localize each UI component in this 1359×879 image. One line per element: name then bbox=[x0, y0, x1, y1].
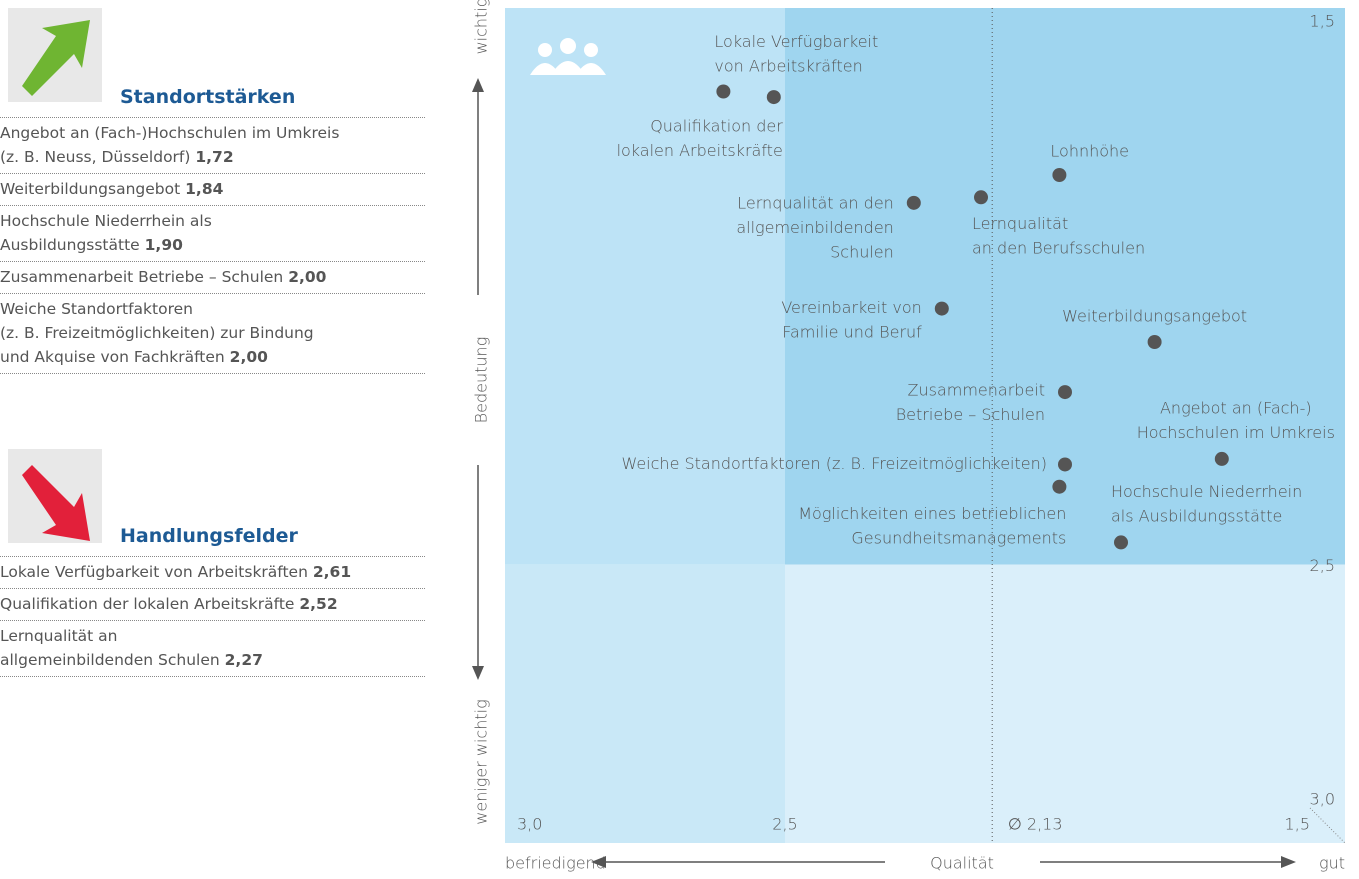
point-label: Möglichkeiten eines betrieblichen bbox=[798, 504, 1066, 523]
list-item: Lokale Verfügbarkeit von Arbeitskräften … bbox=[0, 557, 425, 589]
x-tick-label: 2,5 bbox=[772, 815, 797, 834]
x-right-label: gut bbox=[1319, 854, 1345, 873]
item-text: allgemeinbildenden Schulen bbox=[0, 651, 220, 669]
quadrant bbox=[505, 564, 785, 843]
arrow-down bbox=[22, 465, 90, 541]
y-tick-label: 1,5 bbox=[1310, 12, 1335, 31]
point-label: Lernqualität an den bbox=[737, 193, 894, 212]
point-label: allgemeinbildenden bbox=[736, 218, 893, 237]
item-text: und Akquise von Fachkräften bbox=[0, 348, 225, 366]
point bbox=[1058, 385, 1072, 400]
point-label: Familie und Beruf bbox=[782, 323, 922, 342]
point-label: Weiche Standortfaktoren (z. B. Freizeitm… bbox=[621, 454, 1047, 473]
point-label: Betriebe – Schulen bbox=[896, 405, 1045, 424]
point bbox=[934, 301, 949, 316]
item-text: Qualifikation der lokalen Arbeitskräfte bbox=[0, 595, 295, 613]
item-value: 2,27 bbox=[224, 651, 263, 669]
item-text: Hochschule Niederrhein als bbox=[0, 212, 212, 230]
people-icon bbox=[530, 38, 606, 75]
arrow-head bbox=[1281, 856, 1296, 868]
point bbox=[1147, 335, 1162, 349]
list-item: Weiterbildungsangebot 1,84 bbox=[0, 174, 425, 206]
point-label: Qualifikation der bbox=[650, 117, 783, 136]
item-value: 2,52 bbox=[299, 595, 338, 613]
point-label: Lernqualität bbox=[972, 214, 1068, 233]
point bbox=[1052, 168, 1067, 182]
point-label: Angebot an (Fach-) bbox=[1160, 398, 1312, 417]
section-title: Standortstärken bbox=[120, 86, 296, 108]
arrow-up bbox=[22, 20, 90, 96]
point-label: an den Berufsschulen bbox=[972, 238, 1145, 257]
point bbox=[906, 195, 921, 210]
x-tick-label: ∅ 2,13 bbox=[1008, 815, 1063, 834]
y-top-label: wichtig bbox=[472, 0, 491, 54]
point bbox=[766, 90, 781, 105]
item-value: 2,00 bbox=[288, 268, 327, 286]
item-value: 1,84 bbox=[185, 180, 224, 198]
item-text: Weiche Standortfaktoren bbox=[0, 300, 193, 318]
list-item: Qualifikation der lokalen Arbeitskräfte … bbox=[0, 589, 425, 621]
point-label: Hochschule Niederrhein bbox=[1111, 482, 1302, 501]
y-bottom-label: weniger wichtig bbox=[472, 699, 491, 824]
item-value: 2,00 bbox=[229, 348, 268, 366]
item-text: Lokale Verfügbarkeit von Arbeitskräften bbox=[0, 563, 308, 581]
point-label: als Ausbildungsstätte bbox=[1111, 506, 1282, 525]
corner-diagonal bbox=[1309, 807, 1346, 844]
section-title: Handlungsfelder bbox=[120, 525, 298, 547]
point-label: Vereinbarkeit von bbox=[781, 298, 921, 317]
point bbox=[1214, 451, 1229, 466]
point-label: von Arbeitskräften bbox=[714, 57, 862, 76]
point bbox=[1058, 457, 1072, 472]
x-tick-label: 3,0 bbox=[517, 815, 542, 834]
list-item: Zusammenarbeit Betriebe – Schulen 2,00 bbox=[0, 262, 425, 294]
point bbox=[1052, 479, 1067, 494]
arrow-head bbox=[472, 666, 484, 680]
arrow-head bbox=[472, 78, 484, 92]
x-axis-label: Qualität bbox=[930, 854, 994, 873]
item-text: Weiterbildungsangebot bbox=[0, 180, 181, 198]
quadrant bbox=[785, 8, 1345, 565]
quadrant bbox=[785, 564, 1345, 843]
action-icon bbox=[8, 449, 102, 543]
list-item: Lernqualität an allgemeinbildenden Schule… bbox=[0, 621, 425, 677]
y-tick-label: 3,0 bbox=[1310, 790, 1335, 809]
item-value: 1,72 bbox=[195, 148, 234, 166]
item-text: Angebot an (Fach-)Hochschulen im Umkreis bbox=[0, 124, 340, 142]
list-item: Weiche Standortfaktoren (z. B. Freizeitmö… bbox=[0, 294, 425, 374]
point-label: Hochschulen im Umkreis bbox=[1137, 423, 1335, 442]
item-list: Angebot an (Fach-)Hochschulen im Umkreis… bbox=[0, 117, 425, 374]
item-value: 1,90 bbox=[144, 236, 183, 254]
point-label: Schulen bbox=[830, 242, 894, 261]
item-text: Zusammenarbeit Betriebe – Schulen bbox=[0, 268, 284, 286]
point-label: lokalen Arbeitskräfte bbox=[617, 141, 783, 160]
point-label: Gesundheitsmanagements bbox=[851, 529, 1066, 548]
point-label: Weiterbildungsangebot bbox=[1062, 307, 1247, 326]
item-list: Lokale Verfügbarkeit von Arbeitskräften … bbox=[0, 556, 425, 677]
item-text: Ausbildungsstätte bbox=[0, 236, 140, 254]
point bbox=[1114, 535, 1128, 550]
point bbox=[716, 84, 731, 99]
point bbox=[974, 190, 988, 205]
list-item: Hochschule Niederrhein als Ausbildungsstä… bbox=[0, 206, 425, 262]
point-label: Lokale Verfügbarkeit bbox=[714, 32, 878, 51]
y-tick-label: 2,5 bbox=[1310, 556, 1335, 575]
item-value: 2,61 bbox=[312, 563, 352, 581]
strength-icon bbox=[8, 8, 102, 102]
point-label: Lohnhöhe bbox=[1050, 142, 1129, 161]
x-tick-label: 1,5 bbox=[1285, 815, 1310, 834]
y-axis-label: Bedeutung bbox=[472, 337, 491, 424]
arrow-head bbox=[591, 856, 606, 868]
list-item: Angebot an (Fach-)Hochschulen im Umkreis… bbox=[0, 118, 425, 174]
item-text: (z. B. Freizeitmöglichkeiten) zur Bindun… bbox=[0, 324, 314, 342]
point-label: Zusammenarbeit bbox=[908, 381, 1046, 400]
quadrant bbox=[505, 8, 785, 565]
item-text: (z. B. Neuss, Düsseldorf) bbox=[0, 148, 191, 166]
x-left-label: befriedigend bbox=[505, 854, 606, 873]
item-text: Lernqualität an bbox=[0, 627, 118, 645]
